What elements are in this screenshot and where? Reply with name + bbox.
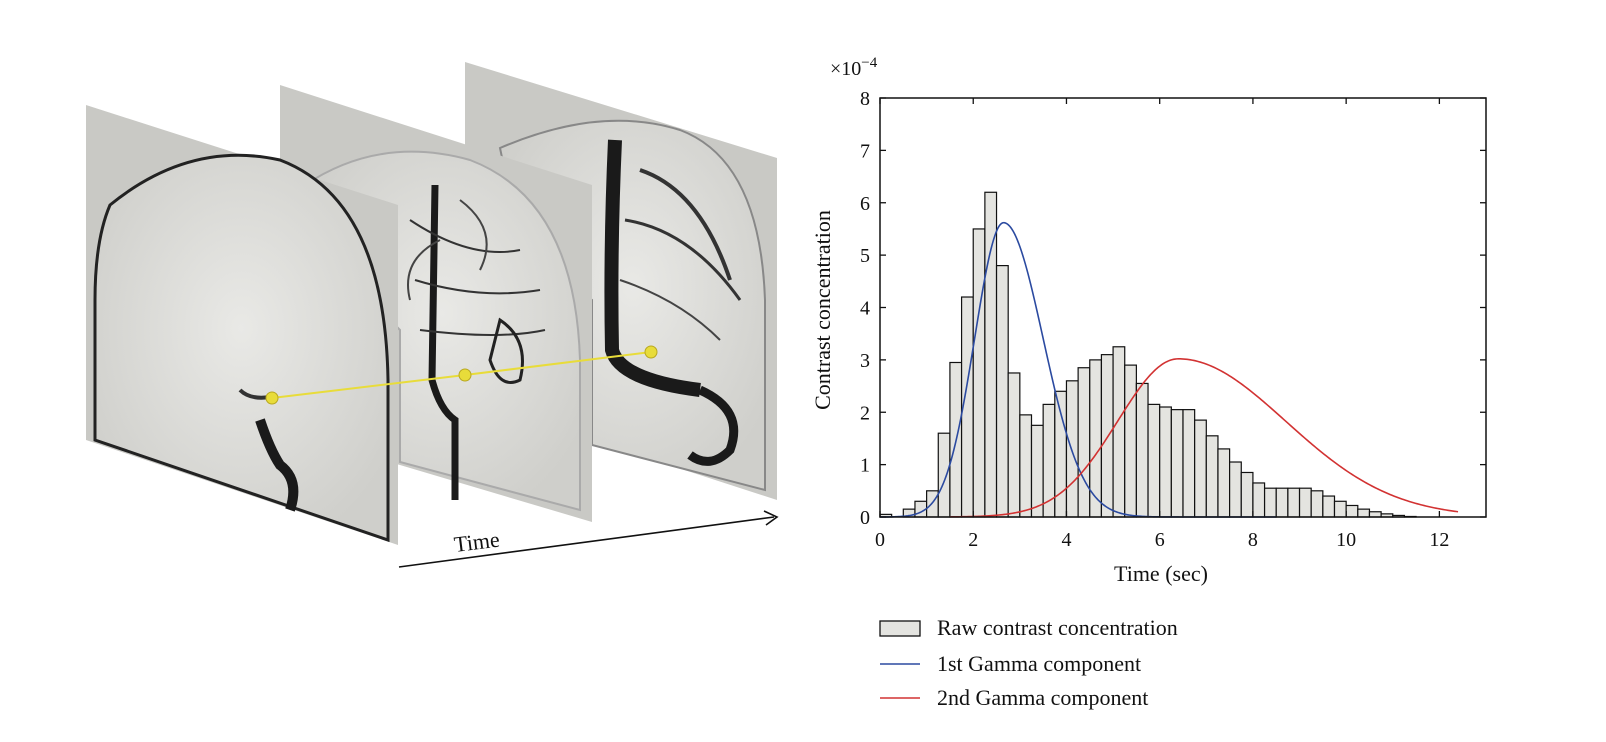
bar: [1089, 359, 1103, 518]
bar-series: [879, 191, 1417, 518]
bar: [1357, 508, 1371, 518]
bar: [1368, 511, 1382, 518]
y-tick-label: 2: [860, 402, 870, 424]
bar: [1333, 500, 1347, 518]
x-tick-label: 10: [1336, 529, 1356, 551]
bar: [995, 265, 1009, 518]
x-tick-label: 0: [875, 529, 885, 551]
y-exponent-base: ×10: [830, 58, 861, 80]
bar: [1229, 461, 1242, 518]
legend-item-raw: Raw contrast concentration: [879, 615, 1178, 640]
bar: [1182, 409, 1196, 518]
bar: [1275, 487, 1289, 518]
bar: [1205, 435, 1219, 518]
y-tick-label: 8: [860, 88, 870, 110]
legend-label-raw: Raw contrast concentration: [937, 615, 1178, 640]
y-tick-label: 0: [860, 507, 870, 529]
bar: [1252, 482, 1266, 518]
tracking-point-3: [644, 345, 658, 359]
bar: [1135, 382, 1149, 518]
bar: [1007, 372, 1021, 518]
bar: [1100, 354, 1114, 518]
y-exponent-label: ×10−4: [830, 55, 878, 80]
x-tick-label: 2: [968, 529, 978, 551]
legend: Raw contrast concentration 1st Gamma com…: [879, 615, 1178, 710]
x-tick-label: 12: [1429, 529, 1449, 551]
y-tick-label: 7: [860, 140, 870, 162]
bar: [1030, 424, 1044, 518]
x-tick-label: 4: [1061, 529, 1071, 551]
bar: [1019, 414, 1033, 518]
legend-label-gamma2: 2nd Gamma component: [937, 685, 1148, 710]
angiography-frames-illustration: Time: [86, 62, 779, 568]
bar: [1170, 409, 1184, 518]
bar: [1310, 490, 1324, 518]
y-exponent-power: −4: [861, 55, 877, 71]
bar: [1065, 380, 1079, 518]
x-axis-ticks: 0 2 4 6 8 10 12: [875, 98, 1449, 551]
time-arrow: Time: [398, 510, 779, 568]
x-tick-label: 6: [1155, 529, 1165, 551]
tracking-point-2: [458, 368, 472, 382]
y-axis-label: Contrast concentration: [810, 210, 835, 410]
bar: [1263, 487, 1277, 518]
y-tick-label: 4: [860, 298, 870, 320]
vessel-tracking-line: [265, 345, 658, 405]
bar: [937, 432, 951, 518]
bar: [1217, 448, 1231, 518]
y-tick-label: 6: [860, 193, 870, 215]
bar: [1322, 495, 1336, 518]
bar: [1345, 504, 1359, 518]
legend-item-gamma2: 2nd Gamma component: [880, 685, 1148, 710]
legend-swatch-raw: [879, 620, 921, 637]
angiography-frame-1: [86, 105, 398, 545]
y-axis-ticks: 0 1 2 3 4 5 6 7 8: [860, 88, 1486, 529]
tracking-point-1: [265, 391, 279, 405]
x-tick-label: 8: [1248, 529, 1258, 551]
gamma-curve-2: [949, 358, 1459, 518]
bar: [1194, 419, 1207, 518]
time-arrow-label: Time: [453, 527, 501, 557]
bar: [972, 228, 986, 518]
legend-item-gamma1: 1st Gamma component: [880, 651, 1141, 676]
y-tick-label: 3: [860, 350, 870, 372]
bar: [1159, 406, 1172, 518]
bar: [984, 191, 998, 518]
y-tick-label: 5: [860, 245, 870, 267]
bar: [1240, 471, 1254, 518]
bar: [1124, 364, 1137, 518]
legend-label-gamma1: 1st Gamma component: [937, 651, 1141, 676]
bar: [1298, 487, 1312, 518]
bar: [1287, 487, 1301, 518]
y-tick-label: 1: [860, 455, 870, 477]
bar: [1077, 367, 1091, 518]
x-axis-label: Time (sec): [1114, 561, 1208, 586]
bar: [1147, 403, 1161, 518]
bar: [1112, 346, 1126, 518]
